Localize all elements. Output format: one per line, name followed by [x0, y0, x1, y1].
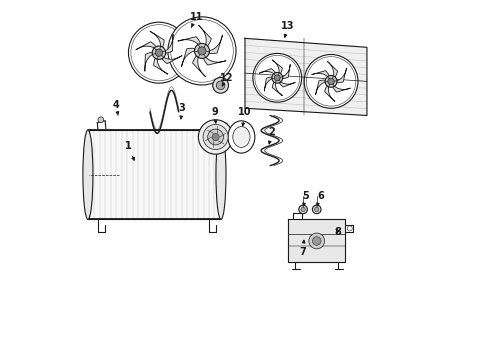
Circle shape [152, 46, 166, 59]
Ellipse shape [83, 130, 93, 220]
Polygon shape [181, 48, 195, 67]
Circle shape [274, 75, 280, 81]
Text: 3: 3 [179, 103, 186, 119]
Polygon shape [145, 52, 153, 71]
Polygon shape [136, 42, 156, 50]
Circle shape [212, 134, 219, 140]
Polygon shape [312, 71, 329, 77]
Text: 1: 1 [125, 141, 134, 160]
Polygon shape [203, 57, 226, 65]
Text: 8: 8 [335, 227, 342, 237]
Ellipse shape [216, 130, 226, 220]
Ellipse shape [228, 121, 255, 153]
Polygon shape [288, 220, 345, 262]
Polygon shape [279, 82, 295, 87]
Circle shape [301, 207, 305, 212]
Polygon shape [198, 25, 211, 46]
Polygon shape [324, 86, 335, 102]
Polygon shape [327, 61, 338, 77]
Circle shape [213, 77, 228, 93]
Text: 6: 6 [317, 191, 324, 207]
Circle shape [203, 125, 228, 149]
Polygon shape [165, 34, 173, 53]
Circle shape [195, 44, 209, 58]
Circle shape [328, 78, 334, 85]
Circle shape [309, 233, 324, 249]
Text: 4: 4 [113, 100, 119, 115]
Polygon shape [209, 35, 222, 54]
Circle shape [128, 22, 190, 83]
Polygon shape [259, 68, 275, 74]
Polygon shape [245, 39, 367, 116]
Ellipse shape [233, 127, 250, 147]
Text: 5: 5 [303, 191, 309, 207]
Circle shape [315, 207, 319, 212]
Text: 9: 9 [211, 107, 218, 123]
Text: 2: 2 [269, 127, 275, 144]
Circle shape [299, 205, 307, 214]
Text: 13: 13 [281, 21, 295, 37]
Polygon shape [282, 64, 290, 78]
Text: 11: 11 [190, 12, 203, 27]
Circle shape [347, 226, 352, 231]
Polygon shape [154, 58, 168, 74]
Polygon shape [337, 68, 346, 83]
Polygon shape [264, 77, 272, 91]
Text: 7: 7 [299, 240, 306, 257]
Circle shape [168, 17, 236, 85]
Circle shape [304, 54, 358, 108]
Polygon shape [316, 80, 325, 95]
Polygon shape [150, 31, 164, 47]
Circle shape [198, 47, 206, 55]
Polygon shape [272, 60, 282, 74]
Text: 12: 12 [220, 73, 234, 86]
Text: 10: 10 [238, 107, 252, 126]
Circle shape [208, 129, 223, 145]
Circle shape [325, 76, 337, 87]
Polygon shape [333, 86, 350, 92]
Circle shape [155, 49, 163, 57]
Circle shape [198, 120, 233, 154]
Circle shape [253, 53, 302, 102]
Polygon shape [272, 82, 282, 96]
Polygon shape [89, 130, 220, 220]
Circle shape [313, 205, 321, 214]
Polygon shape [162, 55, 182, 64]
Circle shape [313, 237, 321, 245]
Circle shape [216, 81, 225, 90]
Circle shape [98, 117, 104, 123]
Polygon shape [178, 37, 200, 45]
Polygon shape [193, 56, 206, 77]
Circle shape [272, 72, 283, 83]
